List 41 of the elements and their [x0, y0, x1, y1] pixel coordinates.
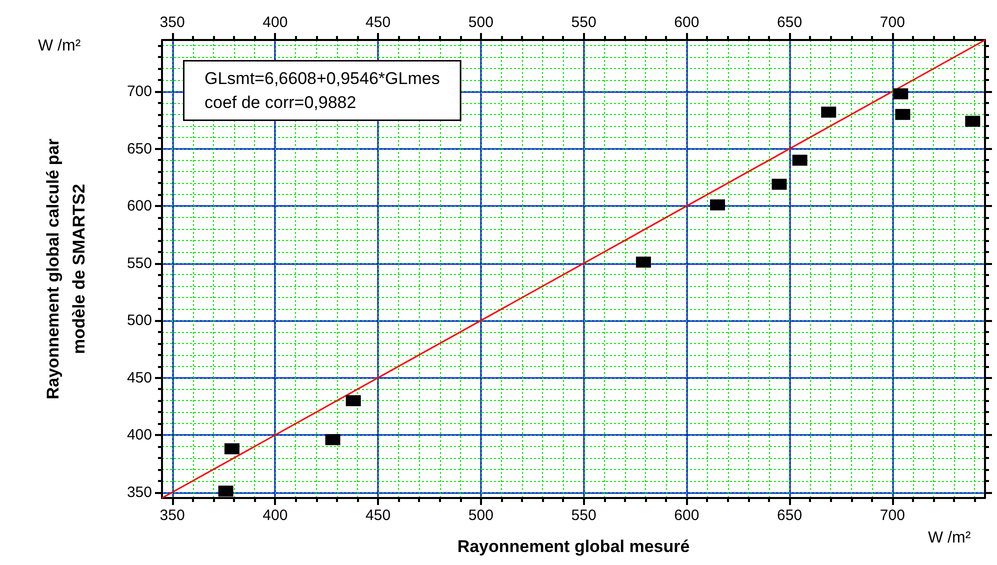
x-tick-label: 400 — [262, 507, 288, 524]
x2-tick-label: 400 — [262, 14, 288, 31]
point — [224, 443, 240, 454]
point — [772, 178, 787, 190]
x-tick-label: 700 — [880, 507, 905, 524]
x2-tick-label: 650 — [777, 14, 802, 31]
point — [792, 154, 808, 166]
annotation: GLsmt=6,6608+0,9546*GLmes coef de corr=0,9882 — [204, 69, 440, 112]
y-tick-label: 400 — [126, 426, 152, 444]
y-tick-label: 350 — [126, 484, 152, 501]
point — [636, 256, 651, 268]
x2-tick-label: 600 — [674, 14, 700, 31]
x-tick-label: 600 — [674, 507, 700, 524]
x2-tick-label: 550 — [571, 14, 596, 31]
y-tick-label: 500 — [126, 312, 152, 330]
point — [218, 486, 234, 497]
point — [325, 434, 340, 446]
y-tick-label: 700 — [126, 83, 152, 100]
x-tick-label: 350 — [160, 507, 185, 524]
point — [710, 199, 726, 210]
y-tick-label: 550 — [126, 254, 152, 272]
point — [346, 395, 361, 406]
y-tick-label: 650 — [126, 140, 152, 158]
x-tick-label: 450 — [366, 507, 391, 524]
x2-tick-label: 450 — [366, 14, 391, 31]
y-axis-title: Rayonnement global calculé par modèle de SMARTS2 — [44, 138, 88, 400]
x-tick-label: 500 — [468, 507, 494, 524]
point — [893, 88, 908, 100]
text: W /m² — [928, 530, 972, 546]
y-tick-label: 450 — [126, 369, 152, 386]
point — [895, 108, 910, 120]
text: W /m² — [38, 38, 82, 54]
x2-tick-label: 350 — [160, 14, 185, 31]
point — [965, 116, 980, 127]
y-tick-label: 600 — [126, 198, 152, 215]
x-axis-title: Rayonnement global mesuré — [457, 537, 690, 556]
x-tick-label: 650 — [777, 507, 802, 524]
point — [821, 106, 836, 118]
x2-tick-label: 500 — [468, 14, 494, 31]
x-tick-label: 550 — [571, 507, 596, 524]
x2-tick-label: 700 — [880, 14, 905, 31]
